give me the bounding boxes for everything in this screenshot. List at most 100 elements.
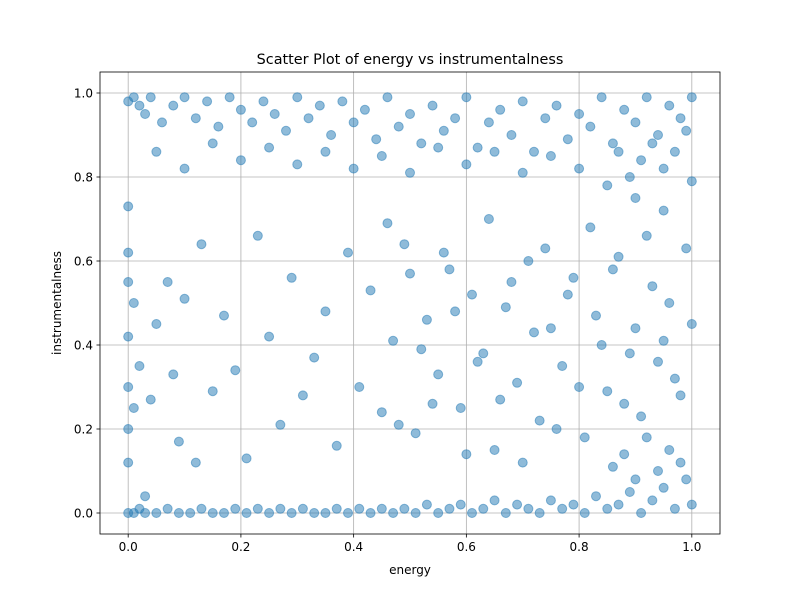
- y-tick-label: 0.6: [74, 254, 93, 268]
- scatter-point: [128, 298, 139, 308]
- scatter-point: [613, 499, 624, 510]
- scatter-point: [190, 113, 201, 124]
- scatter-point: [523, 256, 534, 266]
- scatter-point: [455, 499, 466, 510]
- scatter-point: [309, 508, 320, 518]
- scatter-point: [613, 251, 624, 262]
- scatter-point: [123, 201, 134, 212]
- scatter-point: [681, 243, 692, 254]
- scatter-point: [343, 247, 353, 258]
- chart-title: Scatter Plot of energy vs instrumentalne…: [257, 52, 564, 68]
- scatter-point: [630, 474, 641, 485]
- scatter-point: [247, 117, 258, 128]
- scatter-point: [331, 440, 342, 451]
- scatter-point: [252, 503, 263, 514]
- scatter-point: [235, 155, 246, 166]
- scatter-point: [596, 340, 607, 350]
- y-tick-label: 0.8: [74, 170, 93, 184]
- scatter-point: [207, 386, 218, 397]
- scatter-point: [219, 310, 229, 321]
- scatter-point: [179, 92, 190, 103]
- scatter-point: [607, 264, 618, 275]
- scatter-point: [348, 117, 359, 128]
- scatter-point: [264, 331, 275, 342]
- scatter-point: [393, 419, 404, 430]
- scatter-point: [213, 121, 224, 132]
- scatter-point: [365, 285, 376, 296]
- scatter-point: [388, 335, 399, 346]
- scatter-point: [630, 323, 641, 334]
- scatter-point: [568, 499, 579, 510]
- scatter-point: [624, 172, 635, 182]
- scatter-point: [489, 146, 500, 157]
- scatter-point: [157, 117, 167, 128]
- scatter-point: [297, 390, 308, 401]
- scatter-point: [658, 205, 669, 216]
- scatter-point: [551, 424, 562, 434]
- scatter-point: [461, 92, 472, 103]
- scatter-point: [624, 487, 635, 497]
- x-tick-label: 0.4: [344, 540, 363, 554]
- scatter-point: [151, 508, 162, 518]
- scatter-point: [664, 100, 675, 111]
- scatter-point: [686, 92, 697, 103]
- scatter-point: [675, 390, 686, 401]
- scatter-point: [405, 167, 415, 178]
- scatter-point: [427, 100, 438, 111]
- scatter-point: [134, 361, 145, 371]
- scatter-point: [427, 398, 438, 409]
- scatter-point: [512, 377, 523, 388]
- scatter-point: [438, 125, 449, 136]
- scatter-point: [405, 109, 415, 119]
- scatter-point: [647, 281, 658, 292]
- scatter-point: [269, 109, 280, 119]
- scatter-point: [388, 508, 399, 518]
- scatter-point: [658, 482, 669, 493]
- scatter-point: [681, 125, 692, 136]
- scatter-point: [675, 113, 686, 124]
- scatter-point: [467, 289, 477, 300]
- scatter-point: [523, 503, 534, 514]
- scatter-point: [376, 503, 387, 514]
- scatter-point: [669, 503, 680, 514]
- scatter-point: [320, 306, 331, 317]
- x-tick-label: 1.0: [682, 540, 701, 554]
- x-tick-label: 0.6: [457, 540, 476, 554]
- scatter-point: [585, 121, 596, 132]
- scatter-point: [264, 508, 275, 518]
- scatter-point: [574, 382, 585, 392]
- scatter-point: [123, 247, 134, 258]
- scatter-point: [421, 314, 432, 325]
- scatter-point: [636, 155, 647, 166]
- scatter-point: [393, 121, 404, 132]
- scatter-point: [190, 457, 201, 468]
- scatter-point: [478, 348, 489, 359]
- scatter-point: [123, 382, 134, 392]
- scatter-point: [179, 163, 190, 174]
- scatter-point: [320, 508, 331, 518]
- scatter-point: [314, 100, 325, 111]
- scatter-point: [354, 503, 365, 514]
- scatter-point: [196, 239, 207, 250]
- scatter-point: [416, 344, 427, 355]
- scatter-point: [619, 449, 630, 460]
- scatter-point: [641, 432, 652, 443]
- scatter-point: [489, 495, 500, 506]
- scatter-point: [517, 96, 528, 107]
- scatter-point: [241, 453, 252, 464]
- scatter-point: [607, 461, 618, 472]
- scatter-point: [602, 386, 613, 397]
- x-axis-label: energy: [389, 563, 431, 577]
- scatter-point: [647, 495, 658, 506]
- scatter-point: [320, 146, 331, 157]
- scatter-point: [455, 403, 466, 413]
- scatter-point: [562, 134, 573, 145]
- scatter-point: [450, 306, 461, 317]
- scatter-point: [619, 398, 630, 409]
- scatter-point: [545, 323, 556, 334]
- scatter-point: [292, 92, 303, 103]
- scatter-point: [669, 373, 680, 384]
- scatter-point: [512, 499, 523, 510]
- scatter-point: [472, 142, 483, 153]
- scatter-point: [376, 151, 387, 161]
